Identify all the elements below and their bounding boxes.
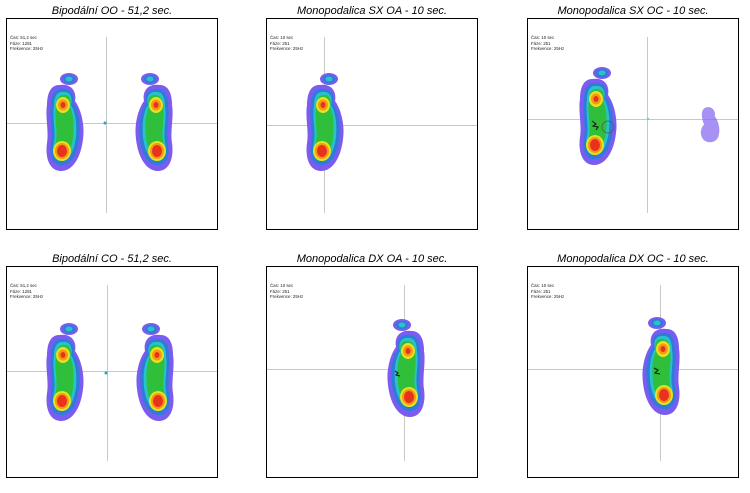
right-foot-print [136, 323, 174, 421]
pressure-panel-bipodal-oo: Bipodální OO - 51,2 sec. Čas: 51,2 sec F… [6, 4, 218, 236]
pressure-panel-mono-sx-oa: Monopodalica SX OA - 10 sec. Čas: 10 sec… [266, 4, 478, 236]
pressure-panel-mono-dx-oa: Monopodalica DX OA - 10 sec. Čas: 10 sec… [266, 252, 478, 484]
pressure-map-frame: Čas: 10 sec Fáze: 251 Frekvence: 25Hz [527, 18, 739, 230]
right-foot-print [642, 317, 680, 415]
center-of-pressure-marker [104, 371, 108, 375]
panel-title: Monopodalica DX OC - 10 sec. [557, 253, 709, 265]
pressure-map-frame: Čas: 10 sec Fáze: 251 Frekvence: 25Hz [266, 18, 478, 230]
left-foot-print [306, 73, 344, 171]
recording-info: Čas: 10 sec Fáze: 251 Frekvence: 25Hz [531, 35, 565, 52]
panel-title: Monopodalica DX OA - 10 sec. [296, 253, 448, 265]
panel-title: Bipodální CO - 51,2 sec. [52, 253, 172, 265]
sway-trace [591, 120, 599, 131]
center-of-pressure-marker [103, 121, 107, 125]
footprint-heatmap [306, 73, 344, 171]
pressure-map-frame: Čas: 51,2 sec Fáze: 1281 Frekvence: 25Hz [6, 266, 218, 478]
recording-info: Čas: 51,2 sec Fáze: 1281 Frekvence: 25Hz [10, 283, 44, 300]
pressure-map-frame: Čas: 10 sec Fáze: 251 Frekvence: 25Hz [266, 266, 478, 478]
recording-info: Čas: 10 sec Fáze: 251 Frekvence: 25Hz [531, 283, 565, 300]
panel-title: Bipodální OO - 51,2 sec. [51, 5, 173, 17]
panel-title: Monopodalica SX OC - 10 sec. [557, 5, 709, 17]
crosshair-horizontal [7, 123, 217, 124]
footprint-heatmap [642, 317, 680, 415]
footprint-heatmap [579, 67, 720, 165]
crosshair-horizontal [267, 369, 477, 370]
footprint-heatmap [46, 323, 174, 421]
right-foot-print [387, 319, 425, 417]
pressure-panel-mono-dx-oc: Monopodalica DX OC - 10 sec. Čas: 10 sec… [527, 252, 739, 484]
recording-info: Čas: 10 sec Fáze: 251 Frekvence: 25Hz [270, 283, 304, 300]
panel-title: Monopodalica SX OA - 10 sec. [296, 5, 447, 17]
right-foot-print [135, 73, 173, 171]
pressure-panel-bipodal-co: Bipodální CO - 51,2 sec. Čas: 51,2 sec F… [6, 252, 218, 484]
footprint-heatmap [387, 319, 425, 417]
recording-info: Čas: 51,2 sec Fáze: 1281 Frekvence: 25Hz [10, 35, 44, 52]
center-marker [646, 117, 650, 121]
sway-trace [394, 370, 401, 377]
crosshair-vertical [647, 37, 648, 213]
pressure-map-frame: Čas: 10 sec Fáze: 251 Frekvence: 25Hz [527, 266, 739, 478]
crosshair-horizontal [528, 119, 738, 120]
crosshair-horizontal [267, 125, 477, 126]
crosshair-horizontal [7, 371, 217, 372]
left-foot-print [579, 67, 617, 165]
sway-ellipse [601, 120, 615, 134]
recording-info: Čas: 10 sec Fáze: 251 Frekvence: 25Hz [270, 35, 304, 52]
pressure-panel-mono-sx-oc: Monopodalica SX OC - 10 sec. Čas: 10 sec… [527, 4, 739, 236]
footprint-heatmap [46, 73, 173, 171]
ghost-foot-print [700, 107, 720, 143]
crosshair-horizontal [528, 369, 738, 370]
left-foot-print [46, 323, 84, 421]
crosshair-vertical [106, 37, 107, 213]
sway-trace [653, 367, 661, 375]
pressure-map-frame: Čas: 51,2 sec Fáze: 1281 Frekvence: 25Hz [6, 18, 218, 230]
left-foot-print [46, 73, 84, 171]
